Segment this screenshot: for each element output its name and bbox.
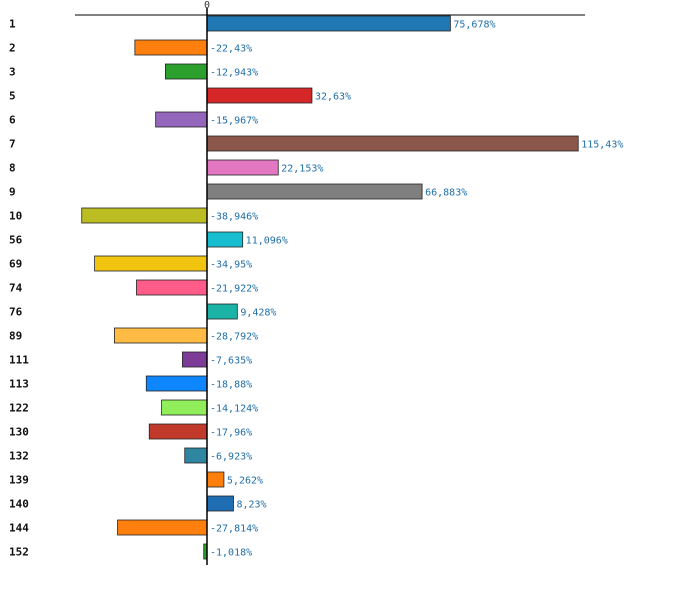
- category-label: 56: [9, 234, 23, 247]
- value-label: -6,923%: [210, 452, 252, 463]
- category-label: 2: [9, 42, 16, 55]
- bar-6: [155, 111, 208, 128]
- bar-89: [114, 327, 208, 344]
- bar-8: [206, 159, 279, 176]
- bar-10: [81, 207, 208, 224]
- bar-74: [136, 279, 208, 296]
- value-label: 8,23%: [236, 500, 266, 511]
- bar-1: [206, 15, 451, 32]
- bar-3: [164, 63, 208, 80]
- value-label: 32,63%: [315, 92, 351, 103]
- category-label: 69: [9, 258, 22, 271]
- bar-139: [206, 471, 225, 488]
- bar-122: [161, 399, 208, 416]
- value-label: -27,814%: [210, 524, 258, 535]
- category-label: 132: [9, 450, 29, 463]
- value-label: -15,967%: [210, 116, 258, 127]
- bar-7: [206, 135, 579, 152]
- category-label: 10: [9, 210, 22, 223]
- value-label: -21,922%: [210, 284, 258, 295]
- bar-5: [206, 87, 313, 104]
- value-label: -1,018%: [210, 548, 252, 559]
- bar-69: [94, 255, 208, 272]
- category-label: 1: [9, 18, 16, 31]
- bar-140: [206, 495, 234, 512]
- value-label: 9,428%: [240, 308, 276, 319]
- value-label: -12,943%: [210, 68, 258, 79]
- value-label: 11,096%: [246, 236, 288, 247]
- category-label: 111: [9, 354, 29, 367]
- category-label: 113: [9, 378, 29, 391]
- bar-130: [148, 423, 208, 440]
- category-label: 7: [9, 138, 16, 151]
- category-label: 76: [9, 306, 23, 319]
- category-label: 74: [9, 282, 23, 295]
- value-label: -7,635%: [210, 356, 252, 367]
- value-label: -14,124%: [210, 404, 258, 415]
- category-label: 89: [9, 330, 22, 343]
- bar-76: [206, 303, 238, 320]
- value-label: -38,946%: [210, 212, 258, 223]
- value-label: 66,883%: [425, 188, 467, 199]
- value-label: 115,43%: [581, 140, 623, 151]
- category-label: 139: [9, 474, 29, 487]
- value-label: 5,262%: [227, 476, 263, 487]
- bar-9: [206, 183, 423, 200]
- zero-tick-label: 0: [204, 0, 210, 11]
- category-labels: 1235678910566974768911111312213013213914…: [9, 18, 29, 559]
- category-label: 140: [9, 498, 29, 511]
- bar-56: [206, 231, 244, 248]
- value-label: 22,153%: [281, 164, 323, 175]
- value-label: -34,95%: [210, 260, 252, 271]
- category-label: 152: [9, 546, 29, 559]
- category-label: 5: [9, 90, 16, 103]
- value-label: -28,792%: [210, 332, 258, 343]
- bar-132: [184, 447, 208, 464]
- value-label: -17,96%: [210, 428, 252, 439]
- bar-2: [134, 39, 208, 56]
- value-label: -22,43%: [210, 44, 252, 55]
- category-label: 122: [9, 402, 29, 415]
- category-label: 6: [9, 114, 16, 127]
- value-labels: 75,678% -22,43% -12,943% 32,63% -15,967% 115,…: [210, 20, 623, 559]
- bar-144: [117, 519, 208, 536]
- category-label: 9: [9, 186, 16, 199]
- category-label: 144: [9, 522, 29, 535]
- category-label: 3: [9, 66, 16, 79]
- value-label: -18,88%: [210, 380, 252, 391]
- bar-111: [182, 351, 208, 368]
- category-label: 8: [9, 162, 16, 175]
- category-label: 130: [9, 426, 29, 439]
- bar-113: [145, 375, 208, 392]
- value-label: 75,678%: [453, 20, 495, 31]
